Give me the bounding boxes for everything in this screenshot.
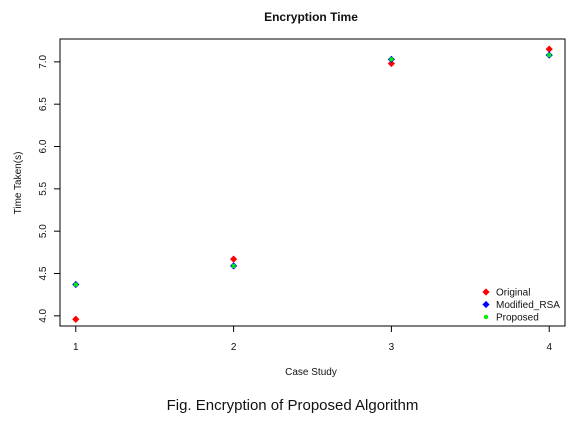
data-point-proposed (73, 282, 78, 287)
y-tick-label: 5.5 (38, 181, 49, 195)
y-tick-label: 5.0 (38, 224, 49, 238)
scatter-chart: Encryption Time 1 2 3 4 4.0 4.5 5.0 5.5 6.0 6.5 7… (13, 10, 566, 378)
data-points (72, 45, 553, 323)
y-axis: 4.0 4.5 5.0 5.5 6.0 6.5 7.0 (38, 54, 60, 323)
legend-label: Proposed (496, 313, 539, 324)
legend-marker (483, 314, 489, 320)
data-point-original (545, 45, 553, 53)
y-tick-label: 6.5 (38, 97, 49, 111)
x-tick-label: 3 (389, 342, 395, 353)
data-point-proposed (547, 52, 552, 58)
x-tick-label: 2 (231, 342, 237, 353)
data-point-original (72, 315, 80, 323)
y-axis-label: Time Taken(s) (13, 152, 24, 215)
legend-marker (482, 300, 490, 309)
figure-caption: Fig. Encryption of Proposed Algorithm (166, 397, 419, 414)
x-axis-label: Case Study (285, 367, 337, 378)
y-tick-label: 6.0 (38, 139, 49, 153)
x-axis: 1 2 3 4 (73, 326, 552, 353)
data-point-original (387, 59, 396, 68)
y-tick-label: 7.0 (38, 54, 49, 68)
y-tick-label: 4.0 (38, 308, 49, 322)
y-tick-label: 4.5 (38, 266, 49, 280)
x-tick-label: 1 (73, 342, 79, 353)
chart-title: Encryption Time (264, 10, 358, 24)
legend-marker (482, 288, 490, 296)
legend-label: Modified_RSA (496, 300, 560, 311)
data-point-proposed (231, 263, 236, 269)
plot-frame (59, 38, 566, 327)
data-point-original (229, 255, 238, 263)
x-tick-label: 4 (546, 342, 552, 353)
data-point-proposed (389, 57, 394, 62)
legend-label: Original (496, 288, 530, 299)
